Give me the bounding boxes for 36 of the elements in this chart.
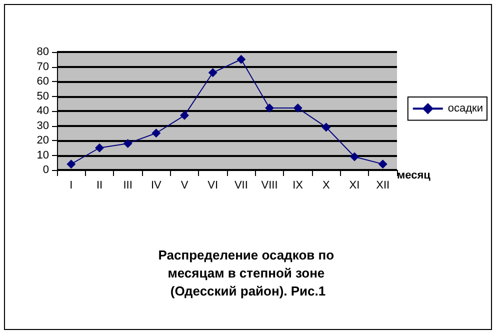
point: [123, 138, 132, 148]
point: [378, 160, 388, 169]
x-tick-label: VII: [234, 180, 248, 192]
y-tick-label: 0: [42, 164, 49, 176]
y-tick-label: 50: [36, 90, 49, 102]
x-tick-label: II: [96, 180, 103, 192]
x-tick-label: XI: [349, 180, 360, 192]
y-tick-label: 60: [36, 76, 49, 88]
point: [293, 104, 302, 113]
x-tick-label: IV: [150, 180, 162, 192]
y-tick-label: 20: [36, 134, 49, 146]
x-tick-label: I: [70, 180, 73, 192]
x-tick-label: VIII: [261, 180, 278, 192]
x-tick-label: III: [123, 180, 132, 192]
y-tick-label: 40: [36, 105, 49, 117]
x-tick-label: XII: [376, 180, 390, 192]
point: [350, 152, 359, 162]
x-tick-label: V: [180, 180, 189, 192]
x-tick-label: VI: [208, 180, 218, 192]
y-tick-label: 30: [36, 120, 49, 132]
point: [95, 143, 104, 152]
y-tick-label: 80: [36, 46, 49, 58]
point: [265, 104, 274, 113]
legend-label: осадки: [448, 102, 484, 115]
point: [208, 68, 218, 78]
point: [180, 110, 189, 120]
x-axis-title: месяц: [397, 170, 431, 182]
point: [152, 128, 161, 138]
x-tick-label: X: [322, 180, 330, 192]
point: [236, 54, 246, 64]
x-tick-label: IX: [292, 180, 304, 192]
text: Распределение осадков по месяцам в степной зоне (Одесский район). Рис.1: [158, 248, 338, 298]
y-tick-label: 70: [36, 60, 49, 73]
point: [322, 122, 331, 132]
point: [66, 160, 76, 169]
y-tick-label: 10: [36, 149, 49, 162]
